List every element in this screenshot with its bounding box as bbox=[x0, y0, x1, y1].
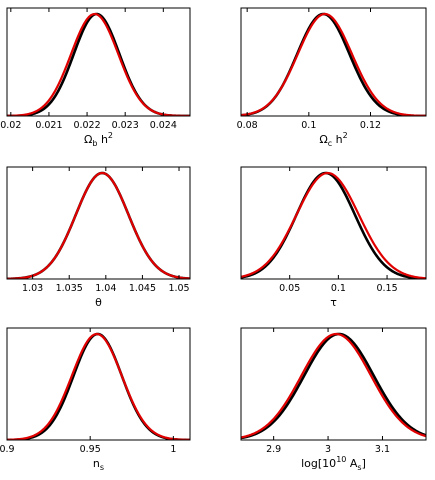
x-tick-label: 1.035 bbox=[56, 283, 83, 294]
omega-b-panel: 0.02 0.021 0.022 0.023 0.024 Ωb h2 bbox=[0, 7, 191, 148]
x-axis-label: Ωc h2 bbox=[319, 131, 347, 148]
plot-frame bbox=[240, 166, 427, 280]
omega-c-panel: 0.08 0.1 0.12 Ωc h2 bbox=[237, 7, 427, 148]
plot-frame bbox=[240, 327, 427, 441]
x-tick-label: 1.03 bbox=[22, 283, 43, 294]
tau-panel: 0.05 0.1 0.15 τ bbox=[240, 166, 427, 309]
black-posterior-curve bbox=[241, 171, 426, 279]
x-tick-label: 0.15 bbox=[376, 283, 397, 294]
x-tick-label: 1.045 bbox=[129, 283, 156, 294]
x-tick-label: 2.9 bbox=[266, 444, 281, 455]
x-tick-label: 0.08 bbox=[237, 120, 258, 131]
theta-panel: 1.03 1.035 1.04 1.045 1.05 θ bbox=[6, 166, 191, 309]
x-tick-label: 0.022 bbox=[73, 120, 100, 131]
plot-frame bbox=[240, 7, 427, 117]
x-tick-label: 3 bbox=[325, 444, 331, 455]
x-axis-label: θ bbox=[95, 296, 102, 309]
black-posterior-curve bbox=[241, 12, 426, 116]
red-posterior-curve bbox=[7, 171, 190, 279]
black-posterior-curve bbox=[7, 171, 190, 279]
red-posterior-curve bbox=[7, 12, 190, 116]
x-tick-label: 1 bbox=[170, 444, 176, 455]
x-axis-label: ns bbox=[93, 457, 104, 472]
plot-frame bbox=[6, 327, 191, 441]
red-posterior-curve bbox=[241, 171, 426, 279]
x-tick-label: 0.02 bbox=[0, 120, 21, 131]
x-tick-label: 0.1 bbox=[331, 283, 346, 294]
x-tick-label: 1.04 bbox=[95, 283, 116, 294]
red-posterior-curve bbox=[241, 12, 426, 116]
black-posterior-curve bbox=[7, 332, 190, 440]
x-tick-label: 0.05 bbox=[279, 283, 300, 294]
plot-frame bbox=[6, 166, 191, 280]
x-tick-label: 0.021 bbox=[35, 120, 62, 131]
black-posterior-curve bbox=[7, 12, 190, 116]
x-tick-label: 0.12 bbox=[360, 120, 381, 131]
red-posterior-curve bbox=[7, 332, 190, 440]
x-tick-label: 0.024 bbox=[150, 120, 177, 131]
x-tick-label: 0.9 bbox=[0, 444, 15, 455]
x-axis-label: Ωb h2 bbox=[84, 131, 113, 148]
ns-panel: 0.9 0.95 1 ns bbox=[0, 327, 191, 472]
as-panel: 2.9 3 3.1 log[1010 As] bbox=[240, 327, 427, 472]
plot-frame bbox=[6, 7, 191, 117]
x-tick-label: 0.023 bbox=[112, 120, 139, 131]
x-axis-label: log[1010 As] bbox=[301, 455, 366, 472]
x-axis-label: τ bbox=[330, 296, 337, 309]
x-tick-label: 3.1 bbox=[375, 444, 390, 455]
x-tick-label: 1.05 bbox=[168, 283, 189, 294]
red-posterior-curve bbox=[241, 332, 426, 439]
x-tick-label: 0.1 bbox=[301, 120, 316, 131]
x-tick-label: 0.95 bbox=[80, 444, 101, 455]
